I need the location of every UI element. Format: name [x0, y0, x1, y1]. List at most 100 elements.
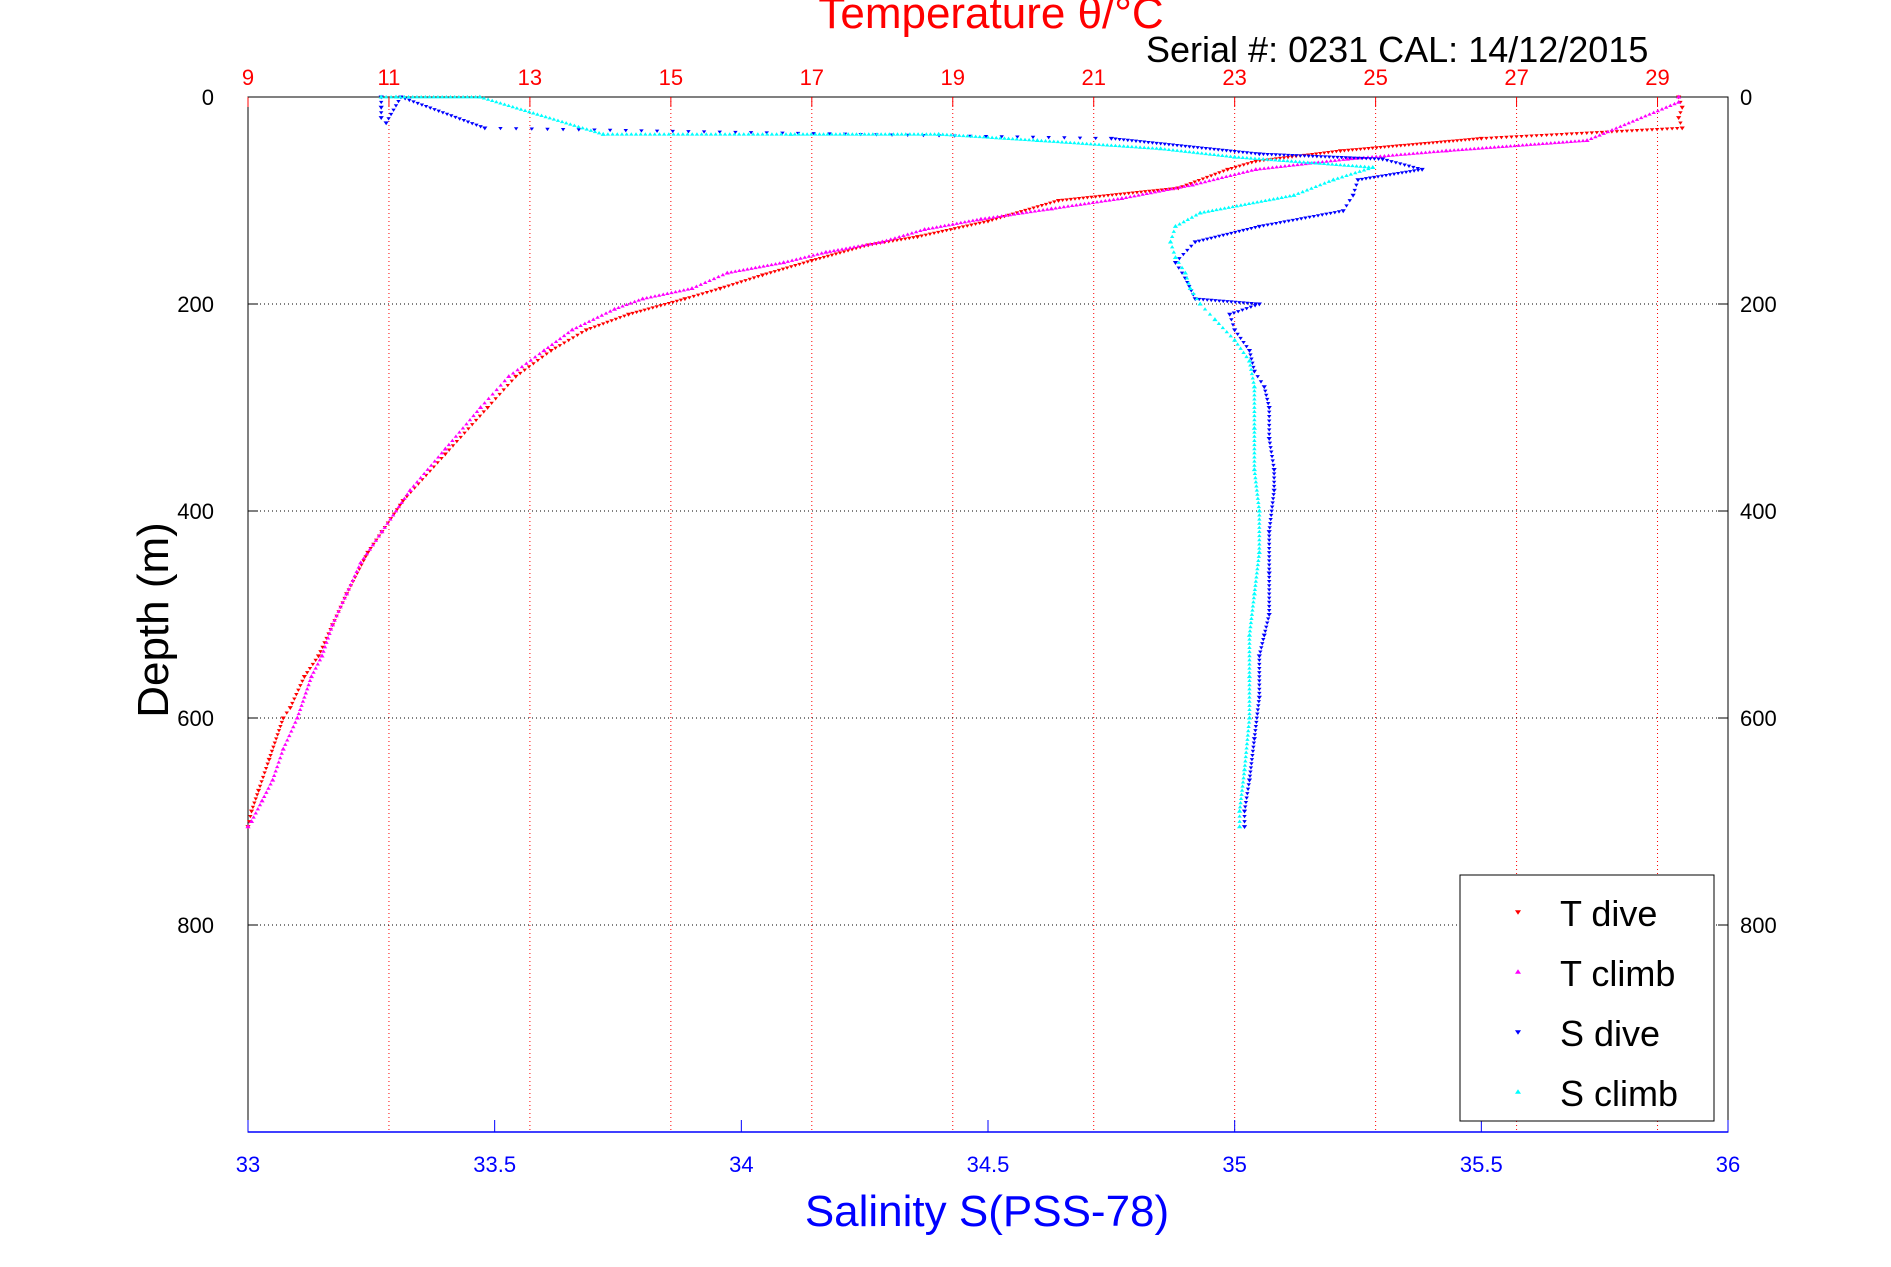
- data-point: [1380, 157, 1386, 162]
- data-point: [615, 132, 620, 136]
- data-point: [1241, 776, 1246, 780]
- data-point: [1634, 117, 1640, 121]
- data-point: [1358, 164, 1363, 168]
- data-point: [911, 132, 917, 136]
- data-point: [872, 241, 877, 245]
- data-point: [1034, 138, 1040, 143]
- data-point: [1246, 778, 1253, 783]
- data-point: [1458, 138, 1464, 143]
- data-point: [1219, 175, 1225, 180]
- salinity-tick-label: 34.5: [967, 1152, 1010, 1177]
- data-point: [789, 258, 795, 262]
- data-point: [1197, 239, 1202, 243]
- data-point: [894, 238, 900, 243]
- salinity-tick-label: 35: [1222, 1152, 1246, 1177]
- data-point: [386, 117, 391, 121]
- data-point: [1117, 137, 1122, 142]
- data-point: [303, 691, 308, 695]
- data-point: [1366, 166, 1371, 171]
- data-point: [1402, 143, 1408, 148]
- data-point: [1201, 298, 1206, 302]
- data-point: [1247, 703, 1252, 707]
- data-point: [402, 95, 407, 99]
- data-point: [1450, 139, 1456, 143]
- data-point: [983, 135, 989, 139]
- data-point: [768, 271, 773, 275]
- data-point: [1224, 154, 1229, 158]
- data-point: [460, 95, 466, 99]
- data-point: [1028, 209, 1033, 214]
- data-point: [1167, 239, 1174, 244]
- data-point: [1257, 662, 1262, 667]
- data-point: [561, 333, 567, 338]
- data-point: [1406, 164, 1412, 168]
- data-point: [1031, 206, 1036, 210]
- data-point: [252, 801, 257, 805]
- data-point: [1237, 824, 1243, 829]
- data-point: [1245, 301, 1250, 306]
- data-point: [1241, 809, 1248, 814]
- data-point: [1267, 551, 1272, 555]
- data-point: [806, 254, 812, 258]
- data-point: [1524, 142, 1529, 147]
- data-point: [1460, 147, 1465, 151]
- data-point: [1605, 129, 1611, 134]
- data-point: [1047, 201, 1053, 205]
- data-point: [1203, 146, 1209, 151]
- data-point: [1267, 428, 1272, 432]
- data-point: [1217, 299, 1222, 303]
- data-point: [1367, 176, 1373, 180]
- data-point: [1254, 716, 1260, 720]
- data-point: [1179, 271, 1185, 275]
- data-point: [1455, 147, 1461, 152]
- data-point: [506, 103, 511, 108]
- data-point: [817, 256, 823, 261]
- data-point: [391, 108, 396, 112]
- data-point: [388, 517, 393, 521]
- data-point: [1244, 151, 1250, 155]
- data-point: [1266, 571, 1272, 576]
- data-point: [515, 368, 520, 372]
- data-point: [1235, 342, 1240, 346]
- data-point: [1254, 200, 1260, 204]
- data-point: [1085, 196, 1090, 200]
- data-point: [1512, 143, 1517, 148]
- data-point: [1496, 144, 1501, 149]
- data-point: [1359, 156, 1365, 161]
- data-point: [478, 125, 483, 129]
- data-point: [1250, 753, 1255, 758]
- data-point: [901, 233, 906, 238]
- data-point: [1252, 430, 1257, 434]
- data-point: [1358, 147, 1363, 152]
- data-point: [1022, 137, 1028, 142]
- data-point: [1273, 153, 1278, 157]
- data-point: [1298, 154, 1303, 158]
- data-point: [761, 264, 766, 268]
- data-point: [457, 430, 462, 434]
- data-point: [1251, 467, 1257, 472]
- data-point: [1267, 575, 1272, 580]
- data-point: [1137, 140, 1143, 144]
- data-point: [1024, 210, 1029, 214]
- data-point: [528, 358, 533, 362]
- legend-marker: [1515, 969, 1521, 974]
- data-point: [1043, 202, 1049, 207]
- data-point: [1197, 297, 1202, 302]
- data-point: [522, 108, 528, 112]
- data-point: [703, 280, 708, 284]
- data-point: [1672, 101, 1677, 106]
- data-point: [1271, 197, 1276, 201]
- data-point: [253, 797, 258, 801]
- data-point: [1248, 305, 1254, 309]
- data-point: [1267, 596, 1272, 600]
- data-point: [1177, 257, 1182, 261]
- data-point: [1278, 164, 1283, 168]
- data-point: [1222, 206, 1227, 210]
- data-point: [907, 132, 913, 136]
- data-point: [1181, 219, 1186, 224]
- data-point: [588, 128, 594, 132]
- data-point: [1179, 265, 1185, 270]
- data-point: [920, 132, 925, 136]
- data-point: [674, 299, 680, 304]
- legend-box: [1459, 874, 1715, 1122]
